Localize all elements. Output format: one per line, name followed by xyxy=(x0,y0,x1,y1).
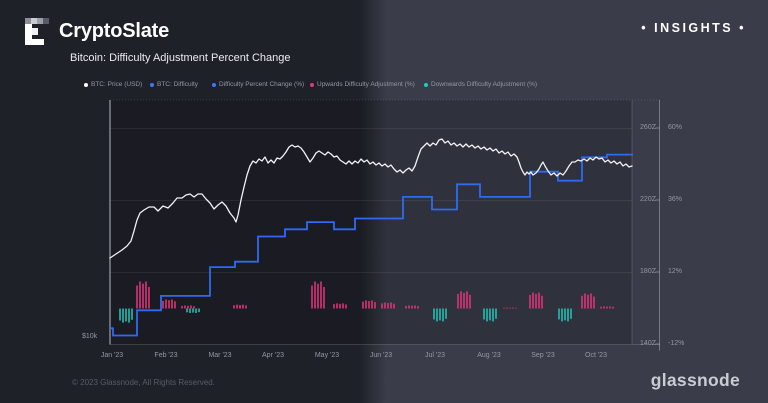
pct-tick-2: 12% xyxy=(668,268,683,275)
diff-tick-2: 180Z xyxy=(640,268,656,275)
legend-dot-icon xyxy=(150,82,154,87)
pct-tick-3: -12% xyxy=(668,340,685,347)
pct-tick-0: 60% xyxy=(668,124,683,131)
legend-item-0[interactable]: BTC: Price (USD) xyxy=(84,81,142,88)
price-tick: $10k xyxy=(82,333,98,340)
x-tick-0: Jan '23 xyxy=(100,352,124,359)
x-tick-1: Feb '23 xyxy=(154,352,178,359)
legend-dot-icon xyxy=(84,82,88,87)
plot-area xyxy=(110,100,632,345)
pct-tick-1: 36% xyxy=(668,196,683,203)
x-tick-2: Mar '23 xyxy=(208,352,232,359)
x-tick-4: May '23 xyxy=(314,352,340,359)
diff-tick-1: 220Z xyxy=(640,196,656,203)
legend-dot-icon xyxy=(212,82,216,87)
insights-badge: • INSIGHTS • xyxy=(641,21,746,35)
x-tick-5: Jun '23 xyxy=(369,352,393,359)
brand: CryptoSlate xyxy=(25,18,169,45)
chart-legend: BTC: Price (USD) BTC: Difficulty Difficult… xyxy=(0,81,768,93)
legend-item-4[interactable]: Downwards Difficulty Adjustment (%) xyxy=(424,81,537,88)
brand-name: CryptoSlate xyxy=(59,20,170,42)
x-tick-3: Apr '23 xyxy=(262,352,284,359)
legend-item-1[interactable]: BTC: Difficulty xyxy=(150,81,198,88)
x-tick-6: Jul '23 xyxy=(424,352,446,359)
diff-tick-3: 140Z xyxy=(640,340,656,347)
legend-item-2[interactable]: Difficulty Percent Change (%) xyxy=(212,81,304,88)
legend-item-3[interactable]: Upwards Difficulty Adjustment (%) xyxy=(310,81,415,88)
chart-title: Bitcoin: Difficulty Adjustment Percent C… xyxy=(70,52,291,64)
diff-tick-0: 260Z xyxy=(640,124,656,131)
x-tick-7: Aug '23 xyxy=(477,352,501,359)
x-tick-9: Oct '23 xyxy=(585,352,607,359)
cryptoslate-logo-icon xyxy=(25,18,51,45)
difficulty-line xyxy=(110,153,633,337)
glassnode-wordmark: glassnode xyxy=(650,370,740,390)
legend-dot-icon xyxy=(310,82,314,87)
copyright-text: © 2023 Glassnode, All Rights Reserved. xyxy=(72,378,215,387)
price-line xyxy=(109,138,633,259)
x-tick-8: Sep '23 xyxy=(531,352,555,359)
left-dark-overlay xyxy=(0,0,386,403)
legend-dot-icon xyxy=(424,82,428,87)
